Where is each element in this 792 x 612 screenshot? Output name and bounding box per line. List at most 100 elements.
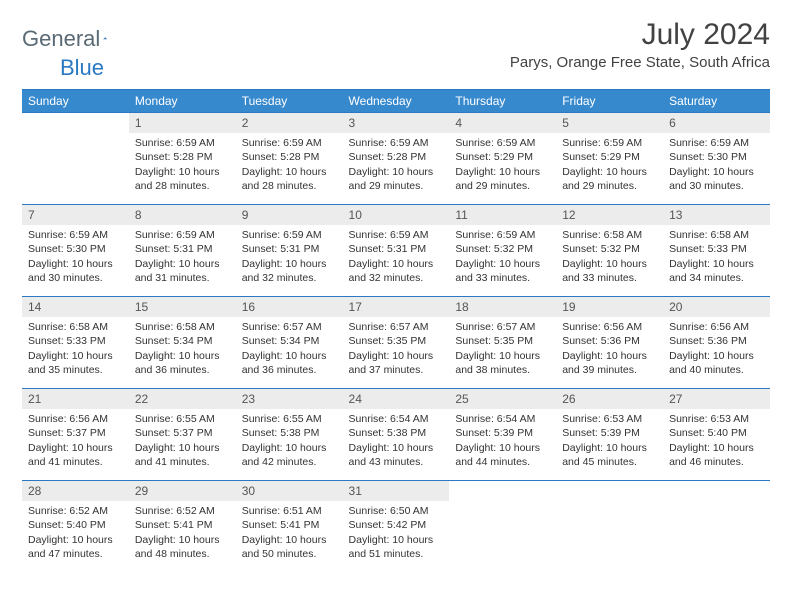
day-details: Sunrise: 6:57 AMSunset: 5:35 PMDaylight:… xyxy=(343,317,450,383)
day-number: 17 xyxy=(343,296,450,317)
day-details: Sunrise: 6:59 AMSunset: 5:31 PMDaylight:… xyxy=(343,225,450,291)
sunset-line: Sunset: 5:34 PM xyxy=(242,334,337,348)
weekday-header: Friday xyxy=(556,90,663,113)
calendar-cell: 12Sunrise: 6:58 AMSunset: 5:32 PMDayligh… xyxy=(556,204,663,296)
daylight-line: Daylight: 10 hours and 50 minutes. xyxy=(242,533,337,561)
day-number: 19 xyxy=(556,296,663,317)
daylight-line: Daylight: 10 hours and 32 minutes. xyxy=(242,257,337,285)
daylight-line: Daylight: 10 hours and 47 minutes. xyxy=(28,533,123,561)
sunset-line: Sunset: 5:32 PM xyxy=(562,242,657,256)
day-details: Sunrise: 6:59 AMSunset: 5:31 PMDaylight:… xyxy=(236,225,343,291)
logo-triangle-icon xyxy=(103,31,107,45)
sunset-line: Sunset: 5:36 PM xyxy=(562,334,657,348)
day-details: Sunrise: 6:53 AMSunset: 5:39 PMDaylight:… xyxy=(556,409,663,475)
daylight-line: Daylight: 10 hours and 37 minutes. xyxy=(349,349,444,377)
sunrise-line: Sunrise: 6:59 AM xyxy=(562,136,657,150)
sunrise-line: Sunrise: 6:59 AM xyxy=(455,228,550,242)
daylight-line: Daylight: 10 hours and 29 minutes. xyxy=(349,165,444,193)
calendar-cell: 16Sunrise: 6:57 AMSunset: 5:34 PMDayligh… xyxy=(236,296,343,388)
sunrise-line: Sunrise: 6:59 AM xyxy=(349,228,444,242)
calendar-cell: 4Sunrise: 6:59 AMSunset: 5:29 PMDaylight… xyxy=(449,112,556,204)
sunset-line: Sunset: 5:40 PM xyxy=(28,518,123,532)
sunset-line: Sunset: 5:28 PM xyxy=(349,150,444,164)
calendar-cell: 25Sunrise: 6:54 AMSunset: 5:39 PMDayligh… xyxy=(449,388,556,480)
daylight-line: Daylight: 10 hours and 36 minutes. xyxy=(242,349,337,377)
daylight-line: Daylight: 10 hours and 51 minutes. xyxy=(349,533,444,561)
calendar-row: 7Sunrise: 6:59 AMSunset: 5:30 PMDaylight… xyxy=(22,204,770,296)
daylight-line: Daylight: 10 hours and 28 minutes. xyxy=(242,165,337,193)
sunset-line: Sunset: 5:37 PM xyxy=(135,426,230,440)
sunrise-line: Sunrise: 6:59 AM xyxy=(455,136,550,150)
sunrise-line: Sunrise: 6:59 AM xyxy=(242,136,337,150)
sunrise-line: Sunrise: 6:59 AM xyxy=(349,136,444,150)
sunrise-line: Sunrise: 6:53 AM xyxy=(669,412,764,426)
sunset-line: Sunset: 5:28 PM xyxy=(242,150,337,164)
day-number: 23 xyxy=(236,388,343,409)
daylight-line: Daylight: 10 hours and 33 minutes. xyxy=(562,257,657,285)
day-details: Sunrise: 6:54 AMSunset: 5:39 PMDaylight:… xyxy=(449,409,556,475)
sunset-line: Sunset: 5:36 PM xyxy=(669,334,764,348)
calendar-cell: 29Sunrise: 6:52 AMSunset: 5:41 PMDayligh… xyxy=(129,480,236,572)
day-details: Sunrise: 6:54 AMSunset: 5:38 PMDaylight:… xyxy=(343,409,450,475)
calendar-table: SundayMondayTuesdayWednesdayThursdayFrid… xyxy=(22,89,770,572)
month-title: July 2024 xyxy=(510,18,770,52)
day-details: Sunrise: 6:52 AMSunset: 5:41 PMDaylight:… xyxy=(129,501,236,567)
calendar-cell: 20Sunrise: 6:56 AMSunset: 5:36 PMDayligh… xyxy=(663,296,770,388)
calendar-row: 14Sunrise: 6:58 AMSunset: 5:33 PMDayligh… xyxy=(22,296,770,388)
logo: General xyxy=(22,26,127,52)
calendar-cell: 11Sunrise: 6:59 AMSunset: 5:32 PMDayligh… xyxy=(449,204,556,296)
day-details: Sunrise: 6:59 AMSunset: 5:28 PMDaylight:… xyxy=(236,133,343,199)
sunrise-line: Sunrise: 6:56 AM xyxy=(28,412,123,426)
day-details: Sunrise: 6:59 AMSunset: 5:28 PMDaylight:… xyxy=(129,133,236,199)
calendar-cell xyxy=(22,112,129,204)
sunset-line: Sunset: 5:34 PM xyxy=(135,334,230,348)
sunrise-line: Sunrise: 6:56 AM xyxy=(669,320,764,334)
day-details: Sunrise: 6:59 AMSunset: 5:28 PMDaylight:… xyxy=(343,133,450,199)
daylight-line: Daylight: 10 hours and 34 minutes. xyxy=(669,257,764,285)
day-number: 12 xyxy=(556,204,663,225)
sunrise-line: Sunrise: 6:51 AM xyxy=(242,504,337,518)
sunset-line: Sunset: 5:32 PM xyxy=(455,242,550,256)
calendar-cell: 17Sunrise: 6:57 AMSunset: 5:35 PMDayligh… xyxy=(343,296,450,388)
calendar-cell: 27Sunrise: 6:53 AMSunset: 5:40 PMDayligh… xyxy=(663,388,770,480)
calendar-row: 21Sunrise: 6:56 AMSunset: 5:37 PMDayligh… xyxy=(22,388,770,480)
day-details: Sunrise: 6:59 AMSunset: 5:29 PMDaylight:… xyxy=(556,133,663,199)
calendar-cell xyxy=(556,480,663,572)
daylight-line: Daylight: 10 hours and 39 minutes. xyxy=(562,349,657,377)
empty-day xyxy=(663,480,770,503)
calendar-cell: 5Sunrise: 6:59 AMSunset: 5:29 PMDaylight… xyxy=(556,112,663,204)
weekday-header: Monday xyxy=(129,90,236,113)
calendar-cell: 21Sunrise: 6:56 AMSunset: 5:37 PMDayligh… xyxy=(22,388,129,480)
calendar-cell: 26Sunrise: 6:53 AMSunset: 5:39 PMDayligh… xyxy=(556,388,663,480)
calendar-cell: 30Sunrise: 6:51 AMSunset: 5:41 PMDayligh… xyxy=(236,480,343,572)
calendar-body: 1Sunrise: 6:59 AMSunset: 5:28 PMDaylight… xyxy=(22,112,770,572)
daylight-line: Daylight: 10 hours and 46 minutes. xyxy=(669,441,764,469)
calendar-cell: 7Sunrise: 6:59 AMSunset: 5:30 PMDaylight… xyxy=(22,204,129,296)
day-details: Sunrise: 6:56 AMSunset: 5:37 PMDaylight:… xyxy=(22,409,129,475)
sunrise-line: Sunrise: 6:53 AM xyxy=(562,412,657,426)
day-number: 16 xyxy=(236,296,343,317)
daylight-line: Daylight: 10 hours and 40 minutes. xyxy=(669,349,764,377)
day-details: Sunrise: 6:58 AMSunset: 5:34 PMDaylight:… xyxy=(129,317,236,383)
daylight-line: Daylight: 10 hours and 31 minutes. xyxy=(135,257,230,285)
daylight-line: Daylight: 10 hours and 36 minutes. xyxy=(135,349,230,377)
sunset-line: Sunset: 5:31 PM xyxy=(242,242,337,256)
day-number: 3 xyxy=(343,112,450,133)
calendar-cell: 13Sunrise: 6:58 AMSunset: 5:33 PMDayligh… xyxy=(663,204,770,296)
sunset-line: Sunset: 5:28 PM xyxy=(135,150,230,164)
daylight-line: Daylight: 10 hours and 30 minutes. xyxy=(669,165,764,193)
weekday-header: Sunday xyxy=(22,90,129,113)
day-details: Sunrise: 6:59 AMSunset: 5:29 PMDaylight:… xyxy=(449,133,556,199)
day-details: Sunrise: 6:57 AMSunset: 5:35 PMDaylight:… xyxy=(449,317,556,383)
sunset-line: Sunset: 5:35 PM xyxy=(455,334,550,348)
sunset-line: Sunset: 5:39 PM xyxy=(455,426,550,440)
day-details: Sunrise: 6:59 AMSunset: 5:31 PMDaylight:… xyxy=(129,225,236,291)
calendar-cell: 1Sunrise: 6:59 AMSunset: 5:28 PMDaylight… xyxy=(129,112,236,204)
day-details: Sunrise: 6:59 AMSunset: 5:32 PMDaylight:… xyxy=(449,225,556,291)
calendar-cell xyxy=(663,480,770,572)
sunrise-line: Sunrise: 6:59 AM xyxy=(28,228,123,242)
sunrise-line: Sunrise: 6:58 AM xyxy=(135,320,230,334)
calendar-cell: 18Sunrise: 6:57 AMSunset: 5:35 PMDayligh… xyxy=(449,296,556,388)
day-details: Sunrise: 6:55 AMSunset: 5:37 PMDaylight:… xyxy=(129,409,236,475)
sunrise-line: Sunrise: 6:59 AM xyxy=(135,228,230,242)
